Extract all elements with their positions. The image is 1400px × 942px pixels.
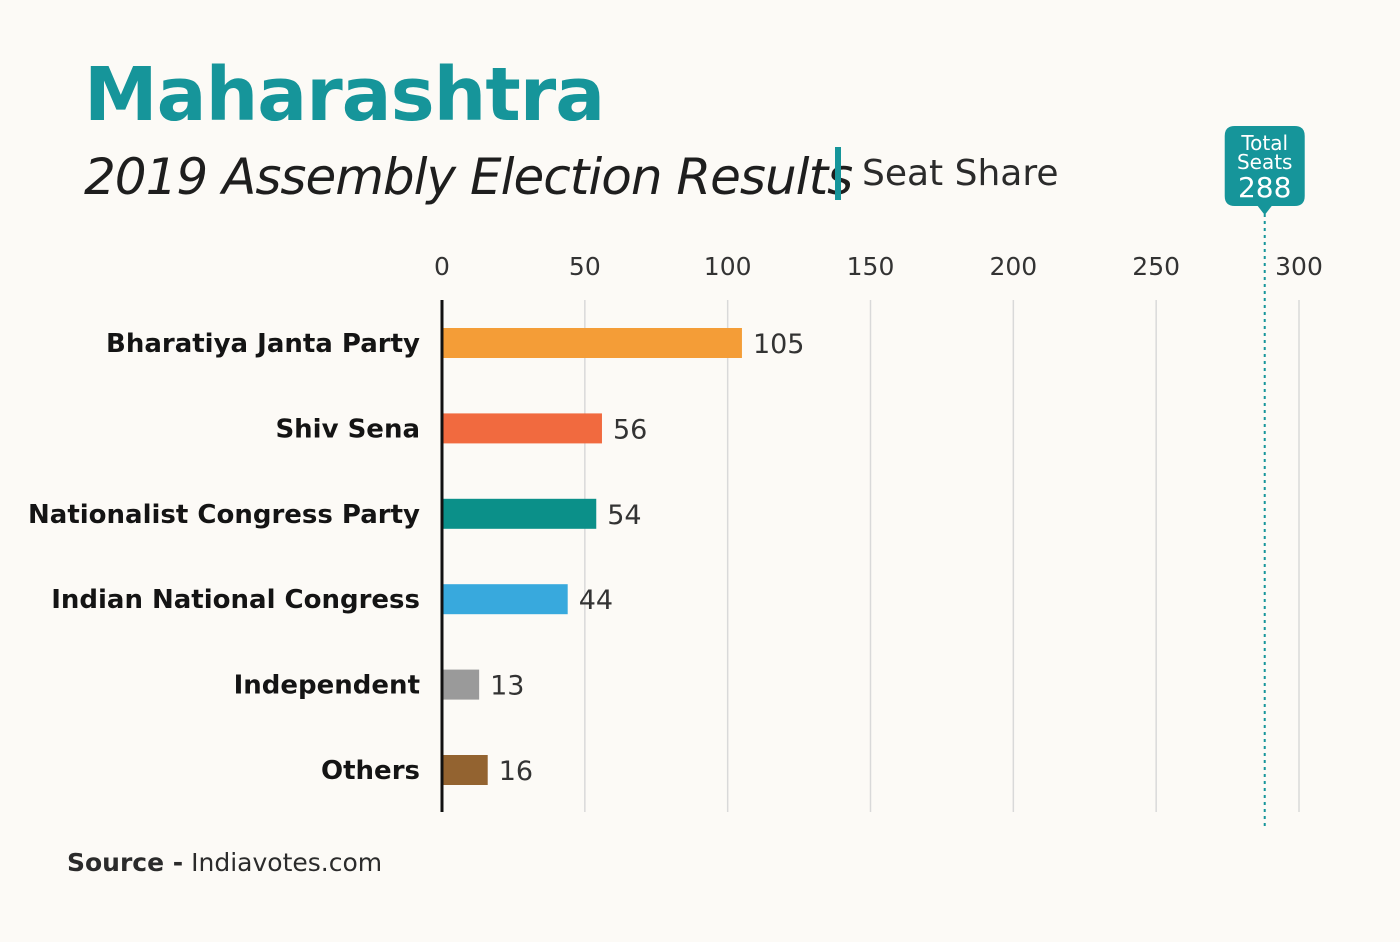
x-tick-label: 100 [704,252,752,281]
category-label: Indian National Congress [51,585,420,615]
total-seats-value: 288 [1238,171,1291,204]
value-label: 16 [499,756,533,787]
x-axis-ticks: 0 50 100 150 200 250 300 [434,252,1323,281]
category-label: Nationalist Congress Party [28,500,420,530]
bars: Bharatiya Janta Party 105 Shiv Sena 56 Natio… [28,328,804,787]
x-tick-label: 50 [569,252,601,281]
x-tick-label: 0 [434,252,450,281]
bar [442,498,597,529]
source-label: Source - [67,848,184,877]
x-tick-label: 300 [1275,252,1323,281]
bar [442,755,488,785]
x-tick-label: 150 [847,252,895,281]
source-note: Source - Indiavotes.com [67,848,382,877]
total-seats-badge [1224,126,1305,215]
x-tick-label: 200 [989,252,1037,281]
x-tick-label: 250 [1132,252,1180,281]
bar [442,669,480,700]
bar [442,584,568,615]
chart-title: Maharashtra [84,52,605,138]
grid-lines [584,300,1300,812]
total-seats-label-line1: Total [1240,131,1288,155]
total-seats-marker: Total Seats 288 [1224,126,1305,828]
value-label: 105 [753,329,805,360]
total-seats-label-line2: Seats [1237,150,1293,174]
value-label: 56 [613,414,647,445]
subtitle-divider [835,147,841,200]
value-label: 44 [579,585,613,616]
value-label: 13 [490,671,524,702]
chart-metric-label: Seat Share [862,153,1059,194]
category-label: Others [321,756,420,786]
source-value: Indiavotes.com [191,848,383,877]
category-label: Shiv Sena [275,414,420,444]
chart-subtitle: 2019 Assembly Election Results [84,148,853,206]
category-label: Independent [234,671,420,701]
bar [442,328,742,358]
value-label: 54 [607,500,641,531]
category-label: Bharatiya Janta Party [106,329,420,359]
bar [442,413,602,444]
